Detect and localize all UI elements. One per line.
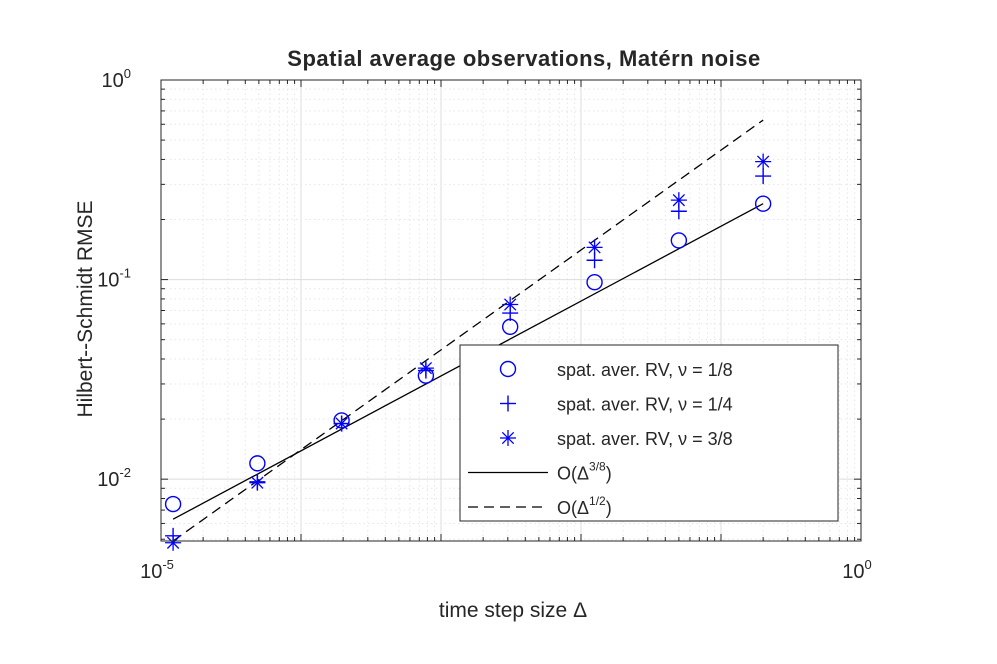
legend-label: O(Δ3/8) [557,460,612,484]
data-point-asterisk [670,192,687,209]
legend-box [459,344,839,522]
x-tick-label: 10-5 [140,557,174,583]
legend-label: spat. aver. RV, ν = 1/4 [557,395,733,415]
data-point-circle [164,495,182,513]
legend-label: spat. aver. RV, ν = 3/8 [557,429,733,449]
legend: spat. aver. RV, ν = 1/8 spat. aver. RV, ν… [459,344,839,522]
legend-marker-asterisk [500,430,516,446]
data-point-circle [249,455,266,472]
legend-item: spat. aver. RV, ν = 1/4 [500,395,733,415]
y-tick-label: 10-1 [97,266,131,292]
x-axis-label-symbol: Δ [573,599,587,622]
x-tick-label-base: 10 [140,561,162,583]
legend-marker-plus [500,395,516,412]
ref-line-dashed [172,119,764,542]
legend-item: O(Δ3/8) [468,460,612,484]
legend-label-base: O(Δ [557,464,589,484]
chart-title: Spatial average observations, Matérn noi… [287,46,760,71]
legend-label: spat. aver. RV, ν = 1/8 [557,360,733,380]
y-tick-label-base: 10 [97,469,119,491]
x-tick-label-exponent: -5 [162,557,174,572]
legend-label-exponent: 3/8 [589,460,606,474]
y-tick-label-exponent: 0 [124,66,131,81]
data-point-asterisk [502,296,519,313]
axis-ticks [160,79,862,541]
legend-label-exponent: 1/2 [589,494,606,508]
y-tick-label: 100 [102,66,131,92]
data-point-asterisk [755,153,772,170]
y-tick-label-exponent: -1 [119,266,131,281]
legend-label-close: ) [606,498,612,518]
legend-label-close: ) [606,464,612,484]
y-tick-label-base: 10 [102,70,124,92]
x-axis-label: time step size Δ [439,599,587,622]
data-markers [164,153,772,551]
data-point-plus [755,168,772,185]
data-point-circle [586,274,603,291]
legend-item: O(Δ1/2) [468,494,612,518]
legend-marker-circle [499,360,517,378]
y-tick-label-base: 10 [97,270,119,292]
x-tick-label: 100 [842,557,871,583]
y-tick-label: 10-2 [97,465,131,491]
grid [161,80,861,541]
x-axis-label-text: time step size [439,599,567,622]
data-point-circle [670,232,688,249]
legend-item: spat. aver. RV, ν = 1/8 [499,360,733,380]
x-tick-label-exponent: 0 [865,557,872,572]
data-point-asterisk [333,415,350,432]
data-point-asterisk [249,474,266,491]
y-tick-label-exponent: -2 [119,465,131,480]
legend-label: O(Δ1/2) [557,494,612,518]
data-point-circle [754,195,772,212]
x-tick-label-base: 10 [842,561,864,583]
legend-label-base: O(Δ [557,498,589,518]
legend-item: spat. aver. RV, ν = 3/8 [500,429,733,449]
data-point-asterisk [417,360,434,377]
y-axis-label: Hilbert--Schmidt RMSE [74,200,97,417]
data-point-asterisk [586,239,603,256]
data-point-asterisk [165,534,182,551]
